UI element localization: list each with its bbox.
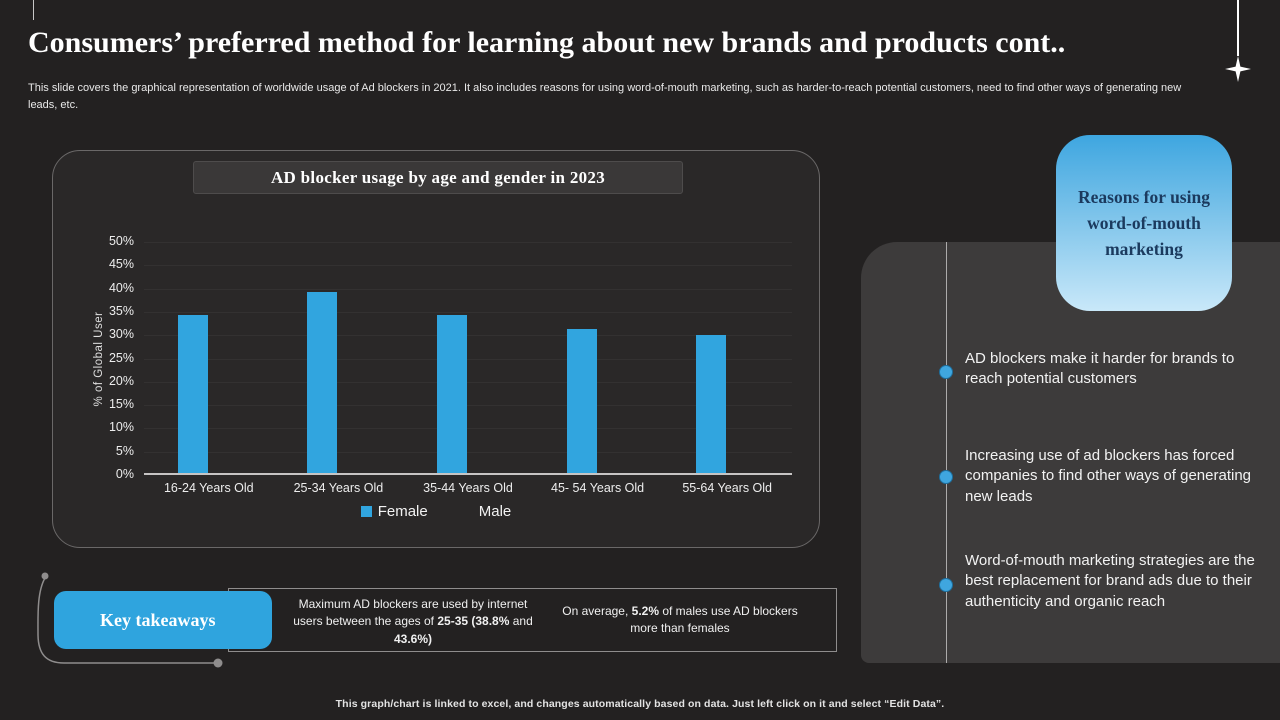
chart-legend: Female Male	[53, 503, 819, 520]
y-tick-label: 15%	[108, 397, 134, 412]
gridline	[144, 242, 792, 243]
y-tick-label: 25%	[108, 350, 134, 365]
takeaway-item-2: On average, 5.2% of males use AD blocker…	[556, 603, 804, 638]
page-title: Consumers’ preferred method for learning…	[28, 26, 1066, 59]
reason-bullet-dot	[939, 470, 953, 484]
y-tick-label: 5%	[115, 443, 134, 458]
text-segment: Maximum AD blockers are used by internet…	[293, 597, 528, 629]
x-axis-category-label: 16-24 Years Old	[163, 481, 254, 495]
deco-dot-bottom	[213, 658, 223, 668]
bar-female-2[interactable]	[437, 314, 467, 473]
x-axis-category-label: 45- 54 Years Old	[551, 481, 645, 495]
x-axis-category-label: 25-34 Years Old	[293, 481, 384, 495]
text-segment: and	[509, 614, 533, 629]
timeline-line	[946, 242, 947, 663]
takeaway-item-1: Maximum AD blockers are used by internet…	[283, 596, 543, 648]
takeaways-decoration	[37, 572, 223, 668]
gridline	[144, 288, 792, 290]
bar-female-3[interactable]	[566, 328, 597, 473]
bar-female-0[interactable]	[177, 314, 208, 473]
gridline	[144, 405, 792, 407]
gridline	[144, 311, 792, 313]
chart-card[interactable]: AD blocker usage by age and gender in 20…	[52, 150, 820, 548]
y-tick-label: 50%	[108, 234, 134, 248]
footer-note: This graph/chart is linked to excel, and…	[335, 698, 945, 710]
y-tick-label: 0%	[115, 467, 134, 481]
text-segment: On average,	[562, 604, 632, 618]
key-takeaways-box: Key takeaways	[54, 591, 272, 649]
reason-item-1: AD blockers make it harder for brands to…	[965, 350, 1235, 388]
gridline	[144, 358, 792, 360]
legend-item-female: Female	[360, 503, 428, 520]
text-segment: of males use AD blockers more than femal…	[630, 604, 798, 636]
x-axis-labels: 16-24 Years Old 25-34 Years Old 35-44 Year…	[144, 481, 792, 495]
chart-plot[interactable]	[144, 242, 792, 475]
x-axis-category-label: 55-64 Years Old	[682, 481, 772, 495]
y-tick-label: 45%	[108, 257, 134, 272]
legend-swatch	[461, 506, 473, 517]
gridline	[144, 265, 792, 267]
reason-bullet-dot	[939, 365, 953, 379]
page-subtitle: This slide covers the graphical represen…	[28, 82, 1182, 112]
reason-item-2: Increasing use of ad blockers has forced…	[965, 447, 1252, 505]
reasons-title-box: Reasons for using word-of-mouth marketin…	[1056, 135, 1232, 311]
bar-female-1[interactable]	[307, 292, 338, 473]
sparkle-icon	[1225, 56, 1251, 82]
key-takeaways-label: Key takeaways	[100, 609, 216, 630]
text-segment: 5.2%	[631, 604, 659, 618]
legend-swatch	[360, 506, 372, 517]
reason-item-3: Word-of-mouth marketing strategies are t…	[965, 552, 1255, 610]
bar-female-4[interactable]	[696, 335, 727, 473]
title-divider-line	[1237, 0, 1239, 56]
gridline	[144, 381, 792, 383]
text-segment: 25-35 (38.8%	[437, 614, 510, 629]
x-axis-category-label: 35-44 Years Old	[423, 481, 513, 495]
deco-curve	[37, 577, 215, 664]
y-tick-label: 40%	[108, 280, 134, 295]
gridline	[144, 451, 792, 453]
y-tick-label: 30%	[108, 327, 134, 342]
legend-label: Male	[478, 503, 512, 520]
reason-bullet-dot	[939, 578, 953, 592]
deco-dot-top	[41, 572, 49, 580]
y-tick-label: 10%	[108, 420, 134, 435]
reasons-panel: AD blockers make it harder for brands to…	[861, 242, 1280, 663]
y-tick-label: 20%	[108, 373, 134, 388]
y-tick-label: 35%	[108, 303, 134, 318]
gridline	[144, 335, 792, 337]
top-left-tick-line	[33, 0, 34, 20]
gridline	[144, 428, 792, 430]
chart-title: AD blocker usage by age and gender in 20…	[193, 161, 683, 194]
legend-item-male: Male	[461, 503, 512, 520]
reasons-title: Reasons for using word-of-mouth marketin…	[1078, 186, 1210, 260]
text-segment: 43.6%)	[393, 631, 433, 646]
legend-label: Female	[377, 503, 428, 520]
